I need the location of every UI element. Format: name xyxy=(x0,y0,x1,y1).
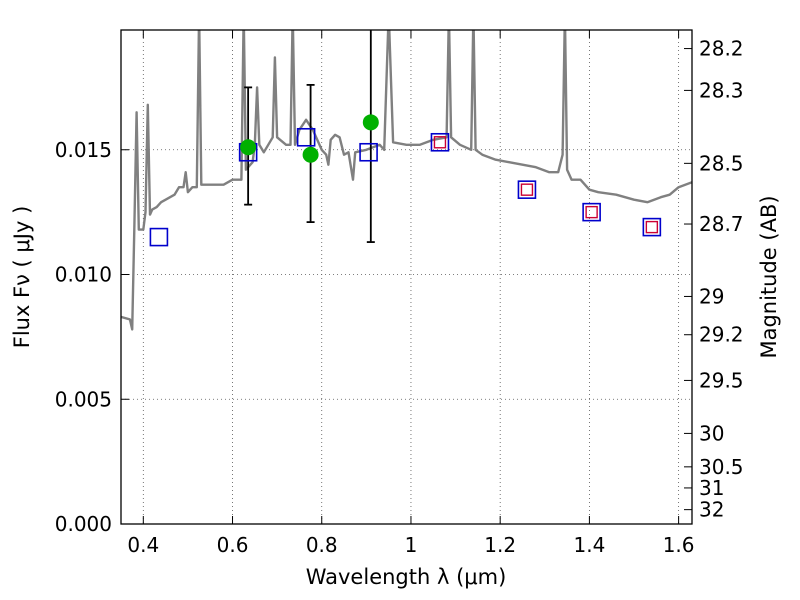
right-tick-label: 29 xyxy=(699,284,724,308)
axis-ticks xyxy=(121,30,692,525)
right-tick-label: 32 xyxy=(699,498,724,522)
right-tick-label: 28.7 xyxy=(699,212,744,236)
x-tick-label: 0.8 xyxy=(306,533,338,557)
model-photometry-square xyxy=(149,227,169,247)
inner-square xyxy=(433,136,447,149)
x-tick-label: 1.6 xyxy=(663,533,695,557)
x-tick-label: 1 xyxy=(405,533,418,557)
right-tick-label: 28.2 xyxy=(699,37,744,61)
x-tick-label: 0.6 xyxy=(217,533,249,557)
right-tick-label: 30 xyxy=(699,421,724,445)
model-photometry-square xyxy=(642,217,662,237)
x-tick-label: 0.4 xyxy=(127,533,159,557)
model-photometry-square xyxy=(582,202,601,222)
plot-area xyxy=(121,30,692,331)
y-tick-label: 0.015 xyxy=(55,138,112,162)
right-tick-label: 29.5 xyxy=(699,368,744,392)
inner-square xyxy=(645,220,659,234)
right-tick-label: 29.2 xyxy=(699,323,744,347)
tick-labels: 0.4 0.6 0.8 1 1.2 1.4 1.6 0.000 0.005 0.010 0.015 2… xyxy=(55,37,744,557)
right-tick-label: 31 xyxy=(699,476,724,500)
observed-point xyxy=(240,139,257,156)
inner-square xyxy=(520,183,534,196)
right-tick-label: 28.3 xyxy=(699,78,744,102)
y-tick-label: 0.010 xyxy=(55,263,112,287)
observed-point xyxy=(362,114,379,131)
right-tick-label: 30.5 xyxy=(699,455,744,479)
observed-point xyxy=(302,146,319,163)
model-photometry-square xyxy=(296,127,316,147)
y-tick-label: 0.000 xyxy=(55,512,112,536)
model-photometry-square xyxy=(359,142,378,162)
y-tick-label: 0.005 xyxy=(55,387,112,411)
model-photometry-square xyxy=(430,132,450,152)
plot-frame xyxy=(120,29,693,525)
x-tick-label: 1.2 xyxy=(484,533,516,557)
x-axis-label: Wavelength λ (μm) xyxy=(306,565,507,589)
x-tick-label: 1.4 xyxy=(573,533,605,557)
model-spectrum-line xyxy=(121,30,692,331)
right-axis-label: Magnitude (AB) xyxy=(757,195,781,358)
inner-square xyxy=(585,205,598,219)
right-tick-label: 28.5 xyxy=(699,151,744,175)
model-photometry-square xyxy=(517,180,537,199)
y-axis-label: Flux Fν ( μJy ) xyxy=(10,206,34,349)
